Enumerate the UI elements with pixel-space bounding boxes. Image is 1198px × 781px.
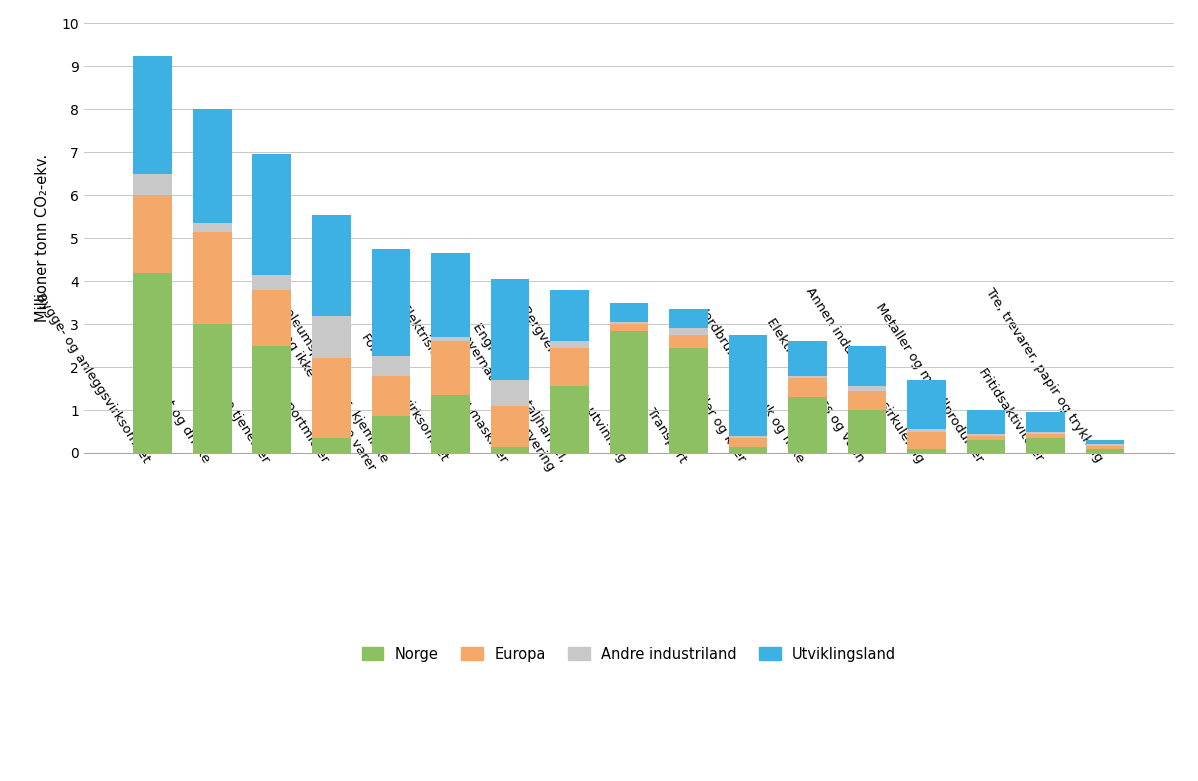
Bar: [371, 376, 410, 416]
Bar: [490, 279, 530, 380]
Bar: [371, 356, 410, 376]
Bar: [193, 232, 231, 324]
Bar: [550, 387, 588, 453]
Bar: [193, 324, 231, 453]
Bar: [371, 249, 410, 356]
Bar: [610, 303, 648, 322]
Bar: [728, 447, 768, 453]
Bar: [253, 155, 291, 275]
Bar: [788, 341, 827, 376]
Bar: [193, 223, 231, 232]
Bar: [670, 335, 708, 348]
Bar: [490, 380, 530, 406]
Bar: [193, 109, 231, 223]
Bar: [848, 345, 887, 387]
Bar: [490, 447, 530, 453]
Bar: [550, 348, 588, 387]
Bar: [311, 215, 351, 316]
Bar: [431, 253, 470, 337]
Bar: [670, 348, 708, 453]
Bar: [670, 309, 708, 329]
Bar: [311, 316, 351, 358]
Bar: [133, 55, 173, 174]
Bar: [670, 328, 708, 335]
Bar: [1085, 449, 1125, 453]
Bar: [253, 290, 291, 346]
Bar: [907, 380, 946, 430]
Bar: [311, 358, 351, 438]
Bar: [788, 378, 827, 398]
Bar: [133, 195, 173, 273]
Bar: [371, 416, 410, 453]
Bar: [1085, 444, 1125, 446]
Bar: [610, 324, 648, 330]
Bar: [788, 376, 827, 378]
Bar: [1027, 432, 1065, 433]
Bar: [788, 398, 827, 453]
Bar: [311, 438, 351, 453]
Bar: [907, 449, 946, 453]
Bar: [133, 174, 173, 195]
Bar: [431, 341, 470, 395]
Bar: [550, 290, 588, 341]
Bar: [253, 275, 291, 290]
Bar: [907, 432, 946, 449]
Bar: [848, 387, 887, 390]
Bar: [848, 390, 887, 410]
Bar: [967, 440, 1005, 453]
Bar: [610, 322, 648, 324]
Bar: [1085, 446, 1125, 449]
Y-axis label: Millioner tonn CO₂-ekv.: Millioner tonn CO₂-ekv.: [35, 154, 50, 323]
Legend: Norge, Europa, Andre industriland, Utviklingsland: Norge, Europa, Andre industriland, Utvik…: [356, 640, 902, 667]
Bar: [967, 433, 1005, 436]
Bar: [1027, 412, 1065, 432]
Bar: [550, 341, 588, 348]
Bar: [610, 330, 648, 453]
Bar: [133, 273, 173, 453]
Bar: [967, 410, 1005, 433]
Bar: [1027, 438, 1065, 453]
Bar: [431, 337, 470, 341]
Bar: [1027, 433, 1065, 438]
Bar: [728, 436, 768, 438]
Bar: [431, 395, 470, 453]
Bar: [728, 335, 768, 436]
Bar: [907, 430, 946, 432]
Bar: [490, 406, 530, 447]
Bar: [848, 410, 887, 453]
Bar: [1085, 440, 1125, 444]
Bar: [728, 438, 768, 447]
Bar: [253, 346, 291, 453]
Bar: [967, 436, 1005, 440]
